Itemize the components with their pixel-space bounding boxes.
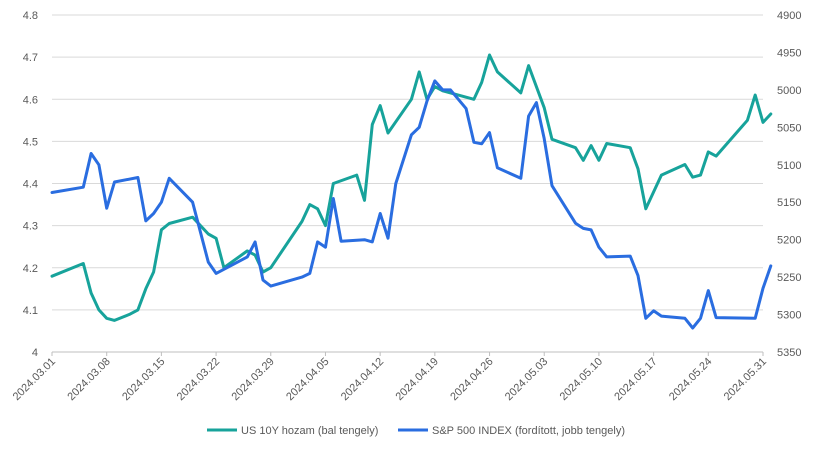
right-axis-tick-label: 5000 [777,85,801,97]
x-axis-tick-label: 2024.03.08 [65,356,112,403]
right-axis-tick-label: 5200 [777,235,801,247]
series-line-us10y [50,53,773,322]
x-axis-tick-label: 2024.04.12 [339,356,386,403]
legend-label: US 10Y hozam (bal tengely) [241,425,378,437]
right-axis-tick-label: 5250 [777,272,801,284]
x-axis-tick-label: 2024.04.26 [448,356,495,403]
x-axis-tick-label: 2024.05.17 [612,356,659,403]
x-axis-tick-label: 2024.03.01 [11,356,58,403]
gridlines [52,14,763,353]
right-axis: 4900 4950 5000 5050 5100 5150 5200 5250 5300 5350 [777,10,801,359]
left-axis-tick-label: 4.7 [23,52,38,64]
right-axis-tick-label: 4900 [777,10,801,22]
x-axis-tick-label: 2024.04.05 [284,356,331,403]
left-axis-tick-label: 4.4 [23,179,38,191]
left-axis-tick-label: 4.1 [23,305,38,317]
right-axis-tick-label: 5050 [777,122,801,134]
left-axis-tick-label: 4.5 [23,136,38,148]
right-axis-tick-label: 5300 [777,310,801,322]
legend-item-us10y: US 10Y hozam (bal tengely) [207,425,378,437]
x-axis-tick-label: 2024.05.24 [667,356,714,403]
left-axis-tick-label: 4.2 [23,263,38,275]
right-axis-tick-label: 5150 [777,197,801,209]
x-axis-tick-label: 2024.05.03 [503,356,550,403]
legend-item-sp500: S&P 500 INDEX (fordított, jobb tengely) [398,425,625,437]
x-axis-tick-label: 2024.03.22 [175,356,222,403]
right-axis-tick-label: 4950 [777,47,801,59]
x-axis-tick-label: 2024.05.10 [558,356,605,403]
x-axis-tick-label: 2024.04.19 [394,356,441,403]
x-axis: 2024.03.01 2024.03.08 2024.03.15 2024.03.22… [11,351,769,403]
right-axis-tick-label: 5100 [777,160,801,172]
x-axis-tick-label: 2024.05.31 [722,356,769,403]
legend: US 10Y hozam (bal tengely) S&P 500 INDEX … [207,425,625,437]
x-axis-tick-label: 2024.03.29 [229,356,276,403]
left-axis-tick-label: 4 [32,347,38,359]
left-axis-tick-label: 4.3 [23,221,38,233]
series-lines [50,53,773,330]
right-axis-tick-label: 5350 [777,347,801,359]
x-axis-tick-label: 2024.03.15 [120,356,167,403]
left-axis: 4 4.1 4.2 4.3 4.4 4.5 4.6 4.7 4.8 [23,10,38,359]
legend-label: S&P 500 INDEX (fordított, jobb tengely) [432,425,625,437]
left-axis-tick-label: 4.8 [23,10,38,22]
series-line-sp500 [50,79,773,330]
left-axis-tick-label: 4.6 [23,94,38,106]
